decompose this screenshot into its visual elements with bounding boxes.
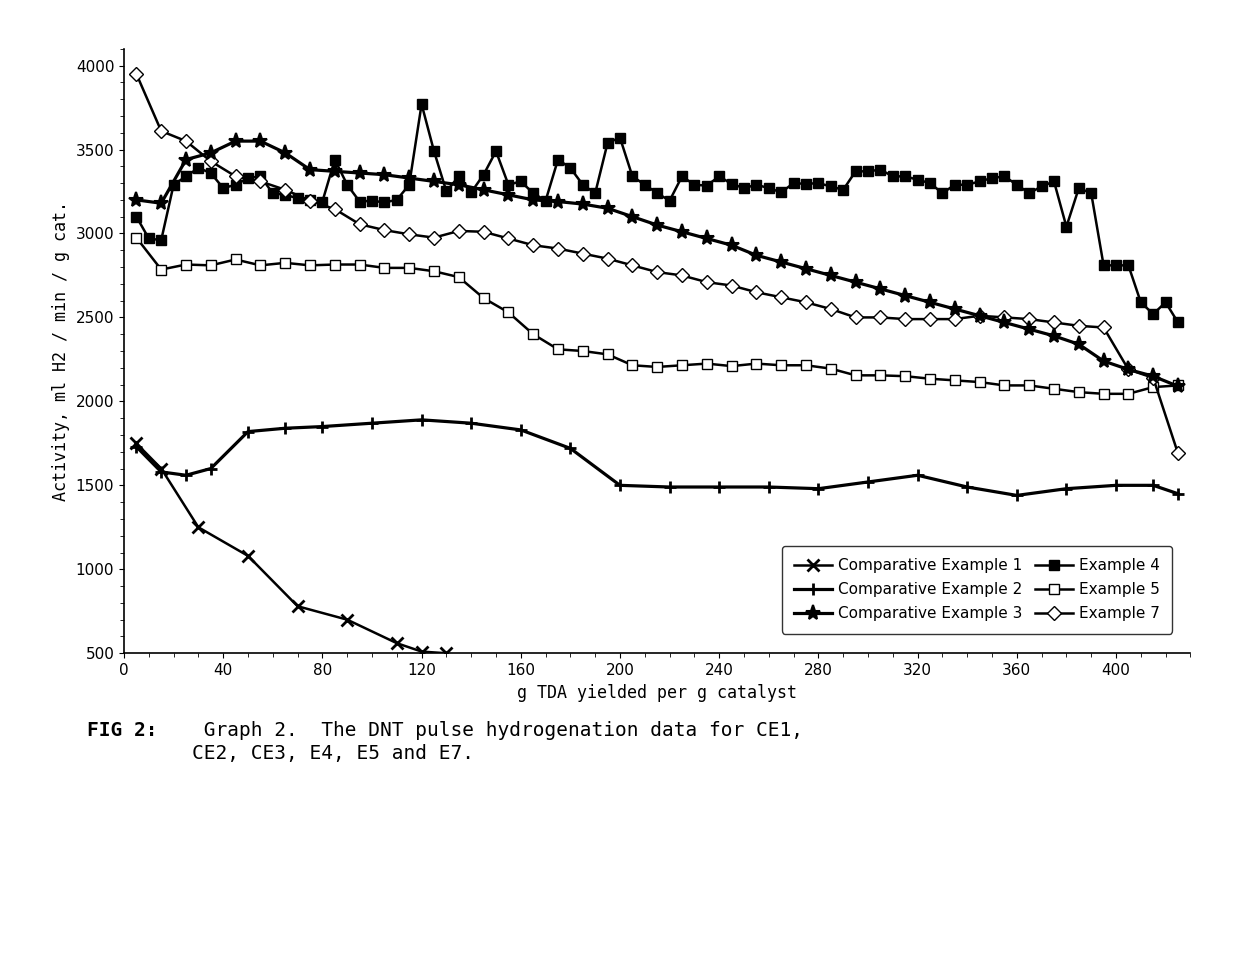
Text: FIG 2:: FIG 2: — [87, 722, 157, 740]
Y-axis label: Activity, ml H2 / min / g cat.: Activity, ml H2 / min / g cat. — [52, 201, 71, 501]
X-axis label: g TDA yielded per g catalyst: g TDA yielded per g catalyst — [517, 683, 797, 702]
Legend: Comparative Example 1, Comparative Example 2, Comparative Example 3, Example 4, : Comparative Example 1, Comparative Examp… — [781, 546, 1172, 634]
Text: Graph 2.  The DNT pulse hydrogenation data for CE1,
CE2, CE3, E4, E5 and E7.: Graph 2. The DNT pulse hydrogenation dat… — [192, 722, 804, 762]
